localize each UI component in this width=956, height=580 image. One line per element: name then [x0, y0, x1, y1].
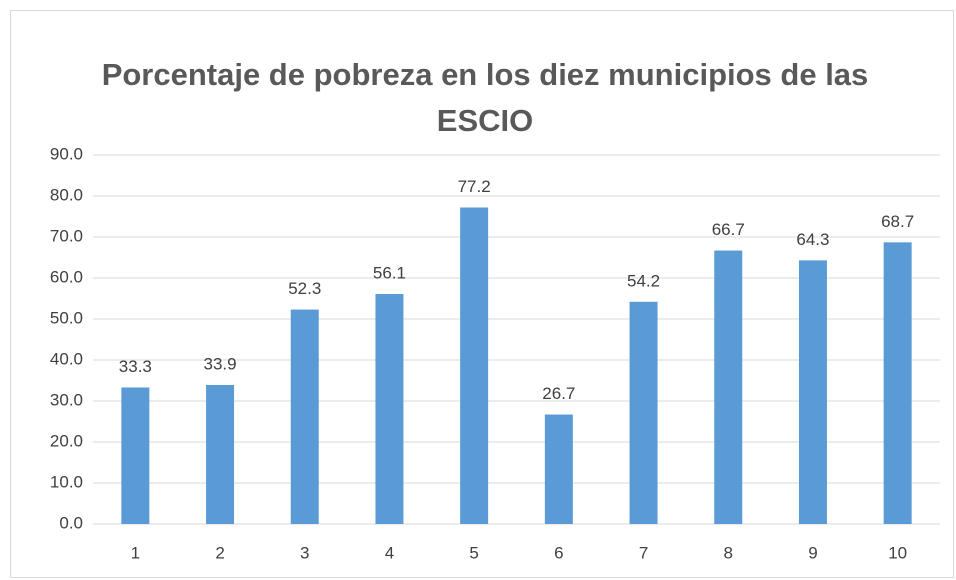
bar	[290, 309, 319, 524]
bar	[375, 293, 404, 524]
x-tick-label: 2	[215, 543, 224, 562]
data-label: 56.1	[373, 263, 406, 282]
x-tick-label: 9	[808, 543, 817, 562]
x-tick-label: 5	[469, 543, 478, 562]
x-tick-label: 10	[888, 543, 907, 562]
y-tick-label: 80.0	[50, 185, 83, 204]
y-tick-label: 10.0	[50, 472, 83, 491]
data-label: 33.3	[119, 357, 152, 376]
y-tick-label: 20.0	[50, 431, 83, 450]
bar	[798, 260, 827, 524]
bar	[714, 250, 743, 524]
y-tick-label: 60.0	[50, 267, 83, 286]
y-tick-label: 50.0	[50, 308, 83, 327]
data-label: 68.7	[881, 212, 914, 231]
x-tick-label: 7	[639, 543, 648, 562]
x-tick-label: 6	[554, 543, 563, 562]
chart-frame	[10, 10, 954, 578]
x-tick-label: 4	[385, 543, 394, 562]
bar	[206, 385, 235, 524]
y-tick-label: 0.0	[59, 513, 83, 532]
bar	[883, 242, 912, 524]
data-label: 26.7	[542, 384, 575, 403]
y-tick-label: 70.0	[50, 226, 83, 245]
y-tick-label: 40.0	[50, 349, 83, 368]
chart-title: Porcentaje de pobreza en los diez munici…	[101, 57, 869, 138]
data-label: 54.2	[627, 271, 660, 290]
bar	[460, 207, 489, 525]
data-label: 52.3	[288, 279, 321, 298]
x-tick-label: 8	[724, 543, 733, 562]
x-tick-label: 1	[131, 543, 140, 562]
bar	[629, 301, 658, 524]
x-tick-label: 3	[300, 543, 309, 562]
data-label: 64.3	[796, 230, 829, 249]
y-tick-label: 90.0	[50, 144, 83, 163]
data-label: 77.2	[458, 177, 491, 196]
data-label: 66.7	[712, 220, 745, 239]
y-tick-label: 30.0	[50, 390, 83, 409]
data-label: 33.9	[204, 354, 237, 373]
bar	[544, 414, 573, 524]
bar	[121, 387, 150, 524]
